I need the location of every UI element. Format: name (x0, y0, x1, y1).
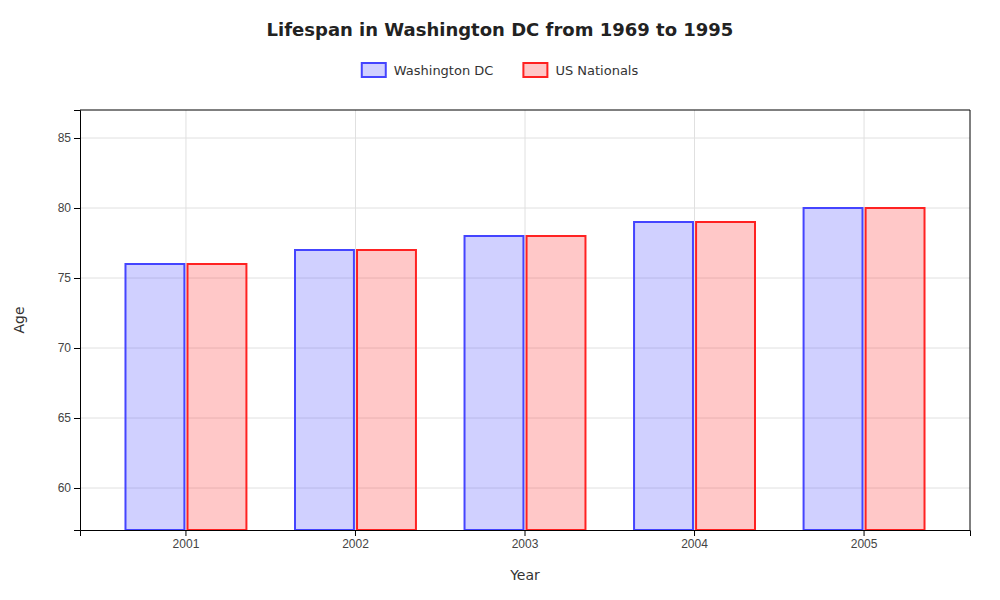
y-axis-title: Age (11, 306, 27, 333)
axis-line-y (74, 111, 81, 531)
x-tick: 2003 (512, 530, 539, 551)
x-tick-label: 2004 (681, 537, 708, 551)
x-tick-mark (694, 530, 695, 536)
x-tick: 2005 (851, 530, 878, 551)
y-tick-label: 70 (58, 341, 72, 355)
grid-line-x (185, 110, 186, 530)
y-tick-mark (74, 208, 80, 209)
bars (125, 208, 924, 530)
y-tick-mark (74, 278, 80, 279)
x-tick-mark (525, 530, 526, 536)
x-tick-label: 2001 (173, 537, 200, 551)
y-axis: 60 65 70 75 80 85 (58, 111, 81, 531)
legend-item: Washington DC (362, 63, 494, 78)
bar (357, 250, 416, 530)
series-1 (188, 208, 925, 530)
x-axis-title: Year (509, 567, 540, 583)
grid-line-x (864, 110, 865, 530)
legend-label: Washington DC (394, 63, 494, 78)
x-tick-mark (864, 530, 865, 536)
bar (125, 264, 184, 530)
series-0 (125, 208, 862, 530)
bar (188, 264, 247, 530)
grid-line-x (694, 110, 695, 530)
x-tick-label: 2003 (512, 537, 539, 551)
y-tick-label: 85 (58, 131, 72, 145)
y-tick-label: 80 (58, 201, 72, 215)
axis-line-x (81, 531, 971, 537)
x-tick: 2001 (173, 530, 200, 551)
grid (80, 110, 970, 530)
legend-item: US Nationals (523, 63, 638, 78)
legend-swatch (362, 63, 386, 77)
legend-swatch (523, 63, 547, 77)
x-tick: 2002 (342, 530, 369, 551)
y-tick-mark (74, 348, 80, 349)
chart: 2001 2002 2003 2004 2005 60 65 70 75 80 85 Year Age L… (0, 0, 1000, 600)
y-tick: 70 (58, 341, 80, 355)
bar (866, 208, 925, 530)
grid-line-x (355, 110, 356, 530)
y-tick: 75 (58, 271, 80, 285)
x-tick-label: 2002 (342, 537, 369, 551)
bar (696, 222, 755, 530)
y-tick: 85 (58, 131, 80, 145)
y-tick-mark (74, 418, 80, 419)
x-axis: 2001 2002 2003 2004 2005 (81, 530, 971, 551)
frame-top (80, 110, 970, 111)
bar (465, 236, 524, 530)
y-tick-mark (74, 138, 80, 139)
frame-right (970, 110, 971, 530)
grid-line-x (525, 110, 526, 530)
bar (295, 250, 354, 530)
legend: Washington DC US Nationals (362, 63, 639, 78)
x-tick: 2004 (681, 530, 708, 551)
bar (527, 236, 586, 530)
plot: 2001 2002 2003 2004 2005 60 65 70 75 80 85 (58, 110, 971, 551)
y-tick-label: 60 (58, 481, 72, 495)
y-tick: 80 (58, 201, 80, 215)
x-tick-label: 2005 (851, 537, 878, 551)
x-tick-mark (185, 530, 186, 536)
bar (804, 208, 863, 530)
y-tick: 60 (58, 481, 80, 495)
x-tick-mark (355, 530, 356, 536)
y-tick-mark (74, 488, 80, 489)
title: Lifespan in Washington DC from 1969 to 1… (267, 19, 734, 40)
y-tick-label: 65 (58, 411, 72, 425)
y-tick-label: 75 (58, 271, 72, 285)
legend-label: US Nationals (555, 63, 638, 78)
bar (634, 222, 693, 530)
y-tick: 65 (58, 411, 80, 425)
